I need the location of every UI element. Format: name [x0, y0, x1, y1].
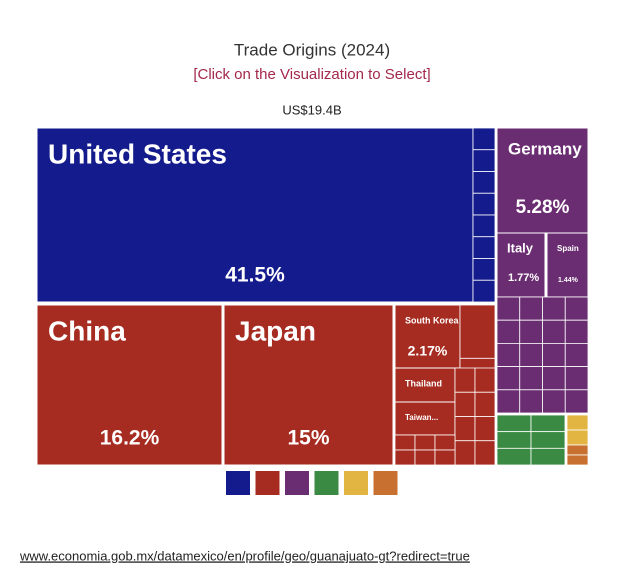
minor-tile[interactable]: [530, 414, 566, 433]
minor-tile[interactable]: [394, 449, 416, 466]
minor-tile[interactable]: [454, 391, 476, 417]
minor-tile[interactable]: [542, 296, 566, 321]
minor-tile[interactable]: [542, 366, 566, 391]
tile[interactable]: [36, 304, 223, 466]
minor-tile[interactable]: [564, 319, 589, 344]
tile[interactable]: [36, 127, 474, 303]
legend: [226, 471, 398, 495]
minor-tile[interactable]: [496, 431, 532, 449]
minor-tile[interactable]: [459, 304, 496, 359]
minor-tile[interactable]: [474, 367, 496, 393]
source-url[interactable]: www.economia.gob.mx/datamexico/en/profil…: [19, 548, 470, 563]
tile[interactable]: [223, 304, 394, 466]
legend-swatch[interactable]: [226, 471, 250, 495]
tile-label: Japan: [235, 315, 316, 346]
legend-swatch[interactable]: [373, 471, 398, 495]
minor-tile[interactable]: [496, 296, 521, 321]
treemap[interactable]: United States 41.5% China 16.2% Japan 15% Sout…: [36, 127, 589, 466]
minor-tile[interactable]: [542, 342, 566, 367]
minor-tile[interactable]: [394, 434, 416, 451]
tile-label: China: [48, 315, 126, 346]
minor-tile[interactable]: [519, 389, 543, 414]
minor-tile[interactable]: [454, 367, 476, 393]
minor-tile[interactable]: [414, 449, 436, 466]
tile-label: Italy: [507, 240, 534, 255]
minor-tile[interactable]: [474, 416, 496, 442]
minor-tile[interactable]: [472, 149, 496, 172]
minor-tile[interactable]: [542, 389, 566, 414]
tile-value: 41.5%: [225, 264, 285, 287]
legend-swatch[interactable]: [344, 471, 368, 495]
minor-tile[interactable]: [496, 366, 521, 391]
minor-tile[interactable]: [530, 447, 566, 466]
minor-tile[interactable]: [472, 127, 496, 151]
tile-value: 15%: [287, 427, 329, 450]
tile[interactable]: [394, 401, 456, 436]
chart-subtitle[interactable]: [Click on the Visualization to Select]: [193, 66, 430, 83]
minor-tile[interactable]: [434, 449, 456, 466]
minor-tile[interactable]: [454, 440, 476, 466]
legend-swatch[interactable]: [255, 471, 280, 495]
minor-tile[interactable]: [472, 258, 496, 281]
minor-tile[interactable]: [519, 296, 543, 321]
minor-tile[interactable]: [566, 444, 589, 456]
minor-tile[interactable]: [472, 171, 496, 194]
minor-tile[interactable]: [530, 431, 566, 449]
minor-tile[interactable]: [474, 440, 496, 466]
tile[interactable]: [394, 304, 461, 369]
tile-value: 16.2%: [100, 427, 160, 450]
minor-tile[interactable]: [472, 192, 496, 216]
tile-value: 2.17%: [408, 343, 448, 359]
tile-value: 5.28%: [516, 197, 570, 218]
minor-tile[interactable]: [496, 414, 532, 433]
minor-tile[interactable]: [434, 434, 456, 451]
tile-label: Thailand: [405, 378, 442, 388]
minor-tile[interactable]: [564, 296, 589, 321]
minor-tile[interactable]: [496, 319, 521, 344]
tile-value: 1.77%: [508, 272, 539, 284]
minor-tile[interactable]: [472, 236, 496, 259]
minor-tile[interactable]: [472, 279, 496, 303]
tile[interactable]: [546, 232, 589, 298]
tile[interactable]: [496, 232, 546, 298]
tile-value: 1.44%: [558, 277, 579, 284]
minor-tile[interactable]: [496, 342, 521, 367]
minor-tile[interactable]: [519, 342, 543, 367]
tile-label: Spain: [557, 244, 579, 253]
tile-label: South Korea: [405, 315, 459, 325]
minor-tile[interactable]: [454, 416, 476, 442]
minor-tile[interactable]: [519, 319, 543, 344]
chart-title: Trade Origins (2024): [234, 40, 390, 59]
minor-tile[interactable]: [564, 366, 589, 391]
minor-tile[interactable]: [542, 319, 566, 344]
minor-tile[interactable]: [566, 454, 589, 466]
minor-tile[interactable]: [474, 391, 496, 417]
minor-tile[interactable]: [564, 389, 589, 414]
legend-swatch[interactable]: [314, 471, 339, 495]
tile-label: Germany: [508, 139, 582, 158]
minor-tile[interactable]: [496, 389, 521, 414]
minor-tile[interactable]: [519, 366, 543, 391]
minor-tile[interactable]: [414, 434, 436, 451]
minor-tile[interactable]: [566, 414, 589, 431]
minor-tile[interactable]: [566, 429, 589, 446]
minor-tile[interactable]: [472, 214, 496, 238]
minor-tile[interactable]: [564, 342, 589, 367]
total-label: US$19.4B: [282, 102, 341, 117]
tile-label: Taiwan...: [405, 413, 438, 422]
minor-tile[interactable]: [496, 447, 532, 466]
legend-swatch[interactable]: [285, 471, 309, 495]
tile-label: United States: [48, 138, 227, 169]
